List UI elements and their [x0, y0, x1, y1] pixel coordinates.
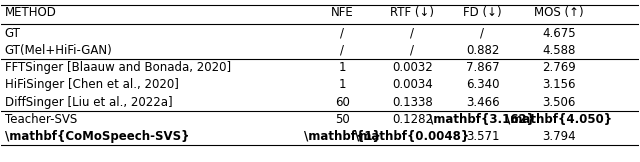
Text: 0.1282: 0.1282 — [392, 113, 433, 126]
Text: 3.466: 3.466 — [466, 96, 499, 109]
Text: 1: 1 — [339, 78, 346, 91]
Text: /: / — [340, 44, 344, 57]
Text: 2.769: 2.769 — [542, 61, 576, 74]
Text: 60: 60 — [335, 96, 349, 109]
Text: /: / — [410, 44, 414, 57]
Text: \mathbf{CoMoSpeech-SVS}: \mathbf{CoMoSpeech-SVS} — [4, 130, 189, 143]
Text: FD (↓): FD (↓) — [463, 6, 502, 19]
Text: 0.882: 0.882 — [466, 44, 499, 57]
Text: HiFiSinger [Chen et al., 2020]: HiFiSinger [Chen et al., 2020] — [4, 78, 179, 91]
Text: NFE: NFE — [331, 6, 354, 19]
Text: 0.0034: 0.0034 — [392, 78, 433, 91]
Text: 4.588: 4.588 — [542, 44, 575, 57]
Text: 1: 1 — [339, 61, 346, 74]
Text: 7.867: 7.867 — [466, 61, 499, 74]
Text: \mathbf{4.050}: \mathbf{4.050} — [506, 113, 612, 126]
Text: 3.506: 3.506 — [542, 96, 575, 109]
Text: 3.794: 3.794 — [542, 130, 576, 143]
Text: MOS (↑): MOS (↑) — [534, 6, 584, 19]
Text: \mathbf{1}: \mathbf{1} — [304, 130, 381, 143]
Text: 50: 50 — [335, 113, 349, 126]
Text: /: / — [481, 27, 484, 40]
Text: 3.156: 3.156 — [542, 78, 576, 91]
Text: FFTSinger [Blaauw and Bonada, 2020]: FFTSinger [Blaauw and Bonada, 2020] — [4, 61, 230, 74]
Text: \mathbf{3.162}: \mathbf{3.162} — [429, 113, 536, 126]
Text: 3.571: 3.571 — [466, 130, 499, 143]
Text: /: / — [340, 27, 344, 40]
Text: 0.1338: 0.1338 — [392, 96, 433, 109]
Text: METHOD: METHOD — [4, 6, 56, 19]
Text: \mathbf{0.0048}: \mathbf{0.0048} — [355, 130, 470, 143]
Text: GT(Mel+HiFi-GAN): GT(Mel+HiFi-GAN) — [4, 44, 113, 57]
Text: GT: GT — [4, 27, 20, 40]
Text: 0.0032: 0.0032 — [392, 61, 433, 74]
Text: 4.675: 4.675 — [542, 27, 576, 40]
Text: 6.340: 6.340 — [466, 78, 499, 91]
Text: Teacher-SVS: Teacher-SVS — [4, 113, 77, 126]
Text: RTF (↓): RTF (↓) — [390, 6, 435, 19]
Text: /: / — [410, 27, 414, 40]
Text: DiffSinger [Liu et al., 2022a]: DiffSinger [Liu et al., 2022a] — [4, 96, 172, 109]
